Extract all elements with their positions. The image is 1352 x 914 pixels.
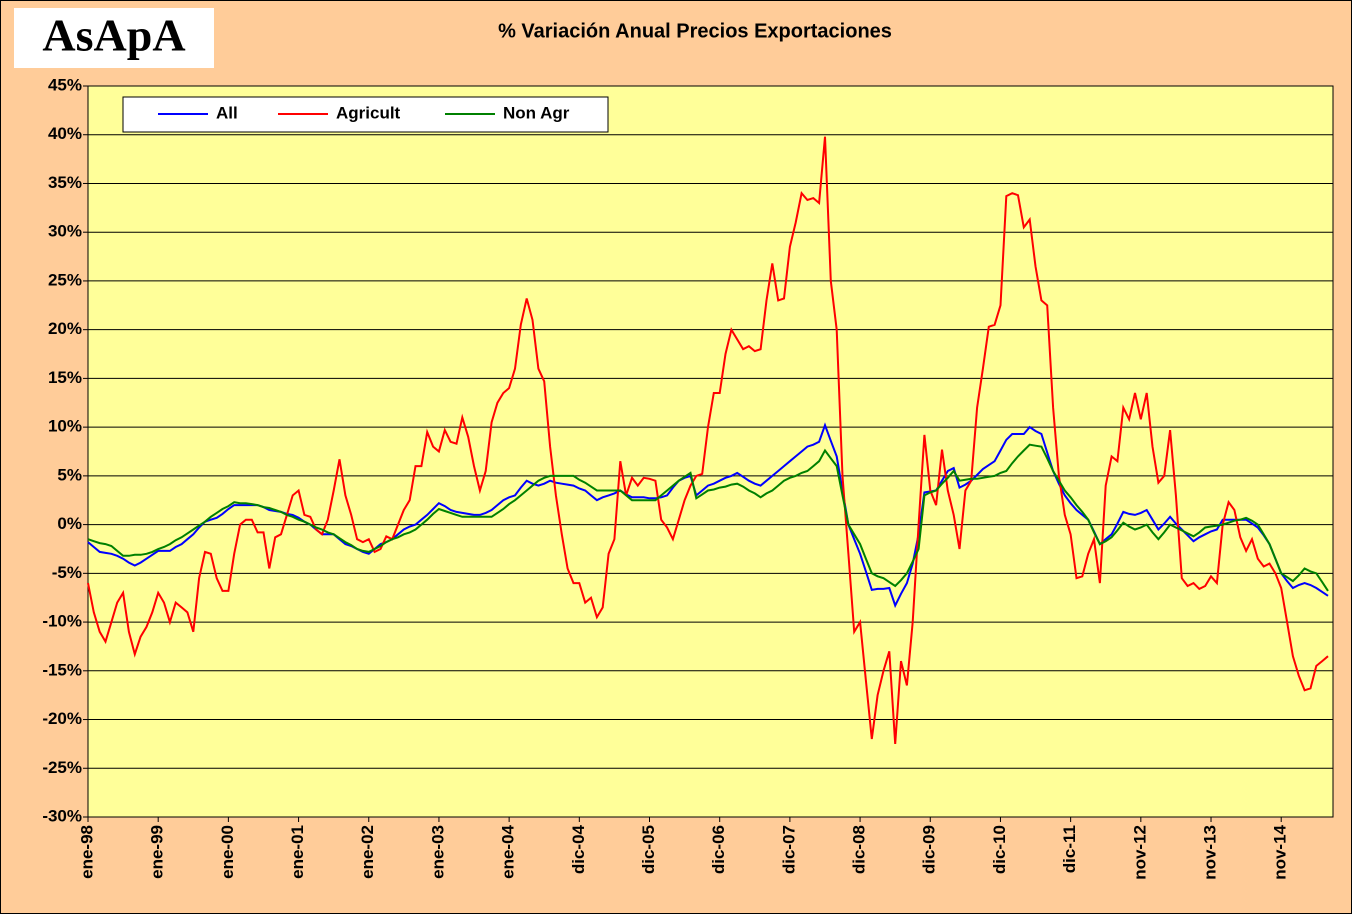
y-tick-label: 25% [48,270,82,289]
x-tick-label: dic-07 [779,825,798,874]
x-tick-label: ene-98 [77,825,96,879]
x-tick-label: ene-03 [428,825,447,879]
y-tick-label: 0% [57,514,82,533]
y-tick-label: 35% [48,173,82,192]
y-tick-label: 5% [57,465,82,484]
y-tick-label: 40% [48,124,82,143]
x-tick-label: ene-99 [148,825,167,879]
x-tick-label: nov-14 [1271,824,1290,879]
chart-title: % Variación Anual Precios Exportaciones [498,20,892,42]
x-tick-label: ene-01 [288,825,307,879]
x-tick-label: ene-04 [499,824,518,878]
y-tick-label: -5% [52,563,82,582]
x-tick-label: dic-11 [1060,825,1079,873]
logo-box [14,8,214,68]
series-line [87,422,1329,609]
legend-label: Non Agr [503,103,570,122]
x-tick-label: dic-10 [990,825,1009,874]
x-tick-label: dic-05 [639,825,658,874]
x-tick-label: nov-13 [1201,825,1220,880]
y-tick-label: -25% [42,758,82,777]
logo: AsApA [42,10,185,61]
y-tick-label: 10% [48,417,82,436]
y-tick-label: -20% [42,709,82,728]
y-tick-label: 20% [48,319,82,338]
x-tick-label: ene-02 [358,825,377,879]
x-tick-label: dic-06 [709,825,728,874]
legend-label: Agricult [336,103,401,122]
x-tick-label: dic-09 [920,825,939,874]
y-tick-label: 45% [48,75,82,94]
y-tick-label: 30% [48,222,82,241]
plot-area [87,85,1334,818]
series-line [87,443,1329,592]
y-tick-label: 15% [48,368,82,387]
y-tick-label: -15% [42,660,82,679]
series-line [87,136,1329,744]
x-tick-label: nov-12 [1130,825,1149,880]
x-tick-label: ene-00 [218,825,237,879]
legend-label: All [216,103,238,122]
x-tick-label: dic-08 [850,825,869,874]
x-tick-label: dic-04 [569,824,588,874]
y-tick-label: -10% [42,612,82,631]
y-tick-label: -30% [42,806,82,825]
